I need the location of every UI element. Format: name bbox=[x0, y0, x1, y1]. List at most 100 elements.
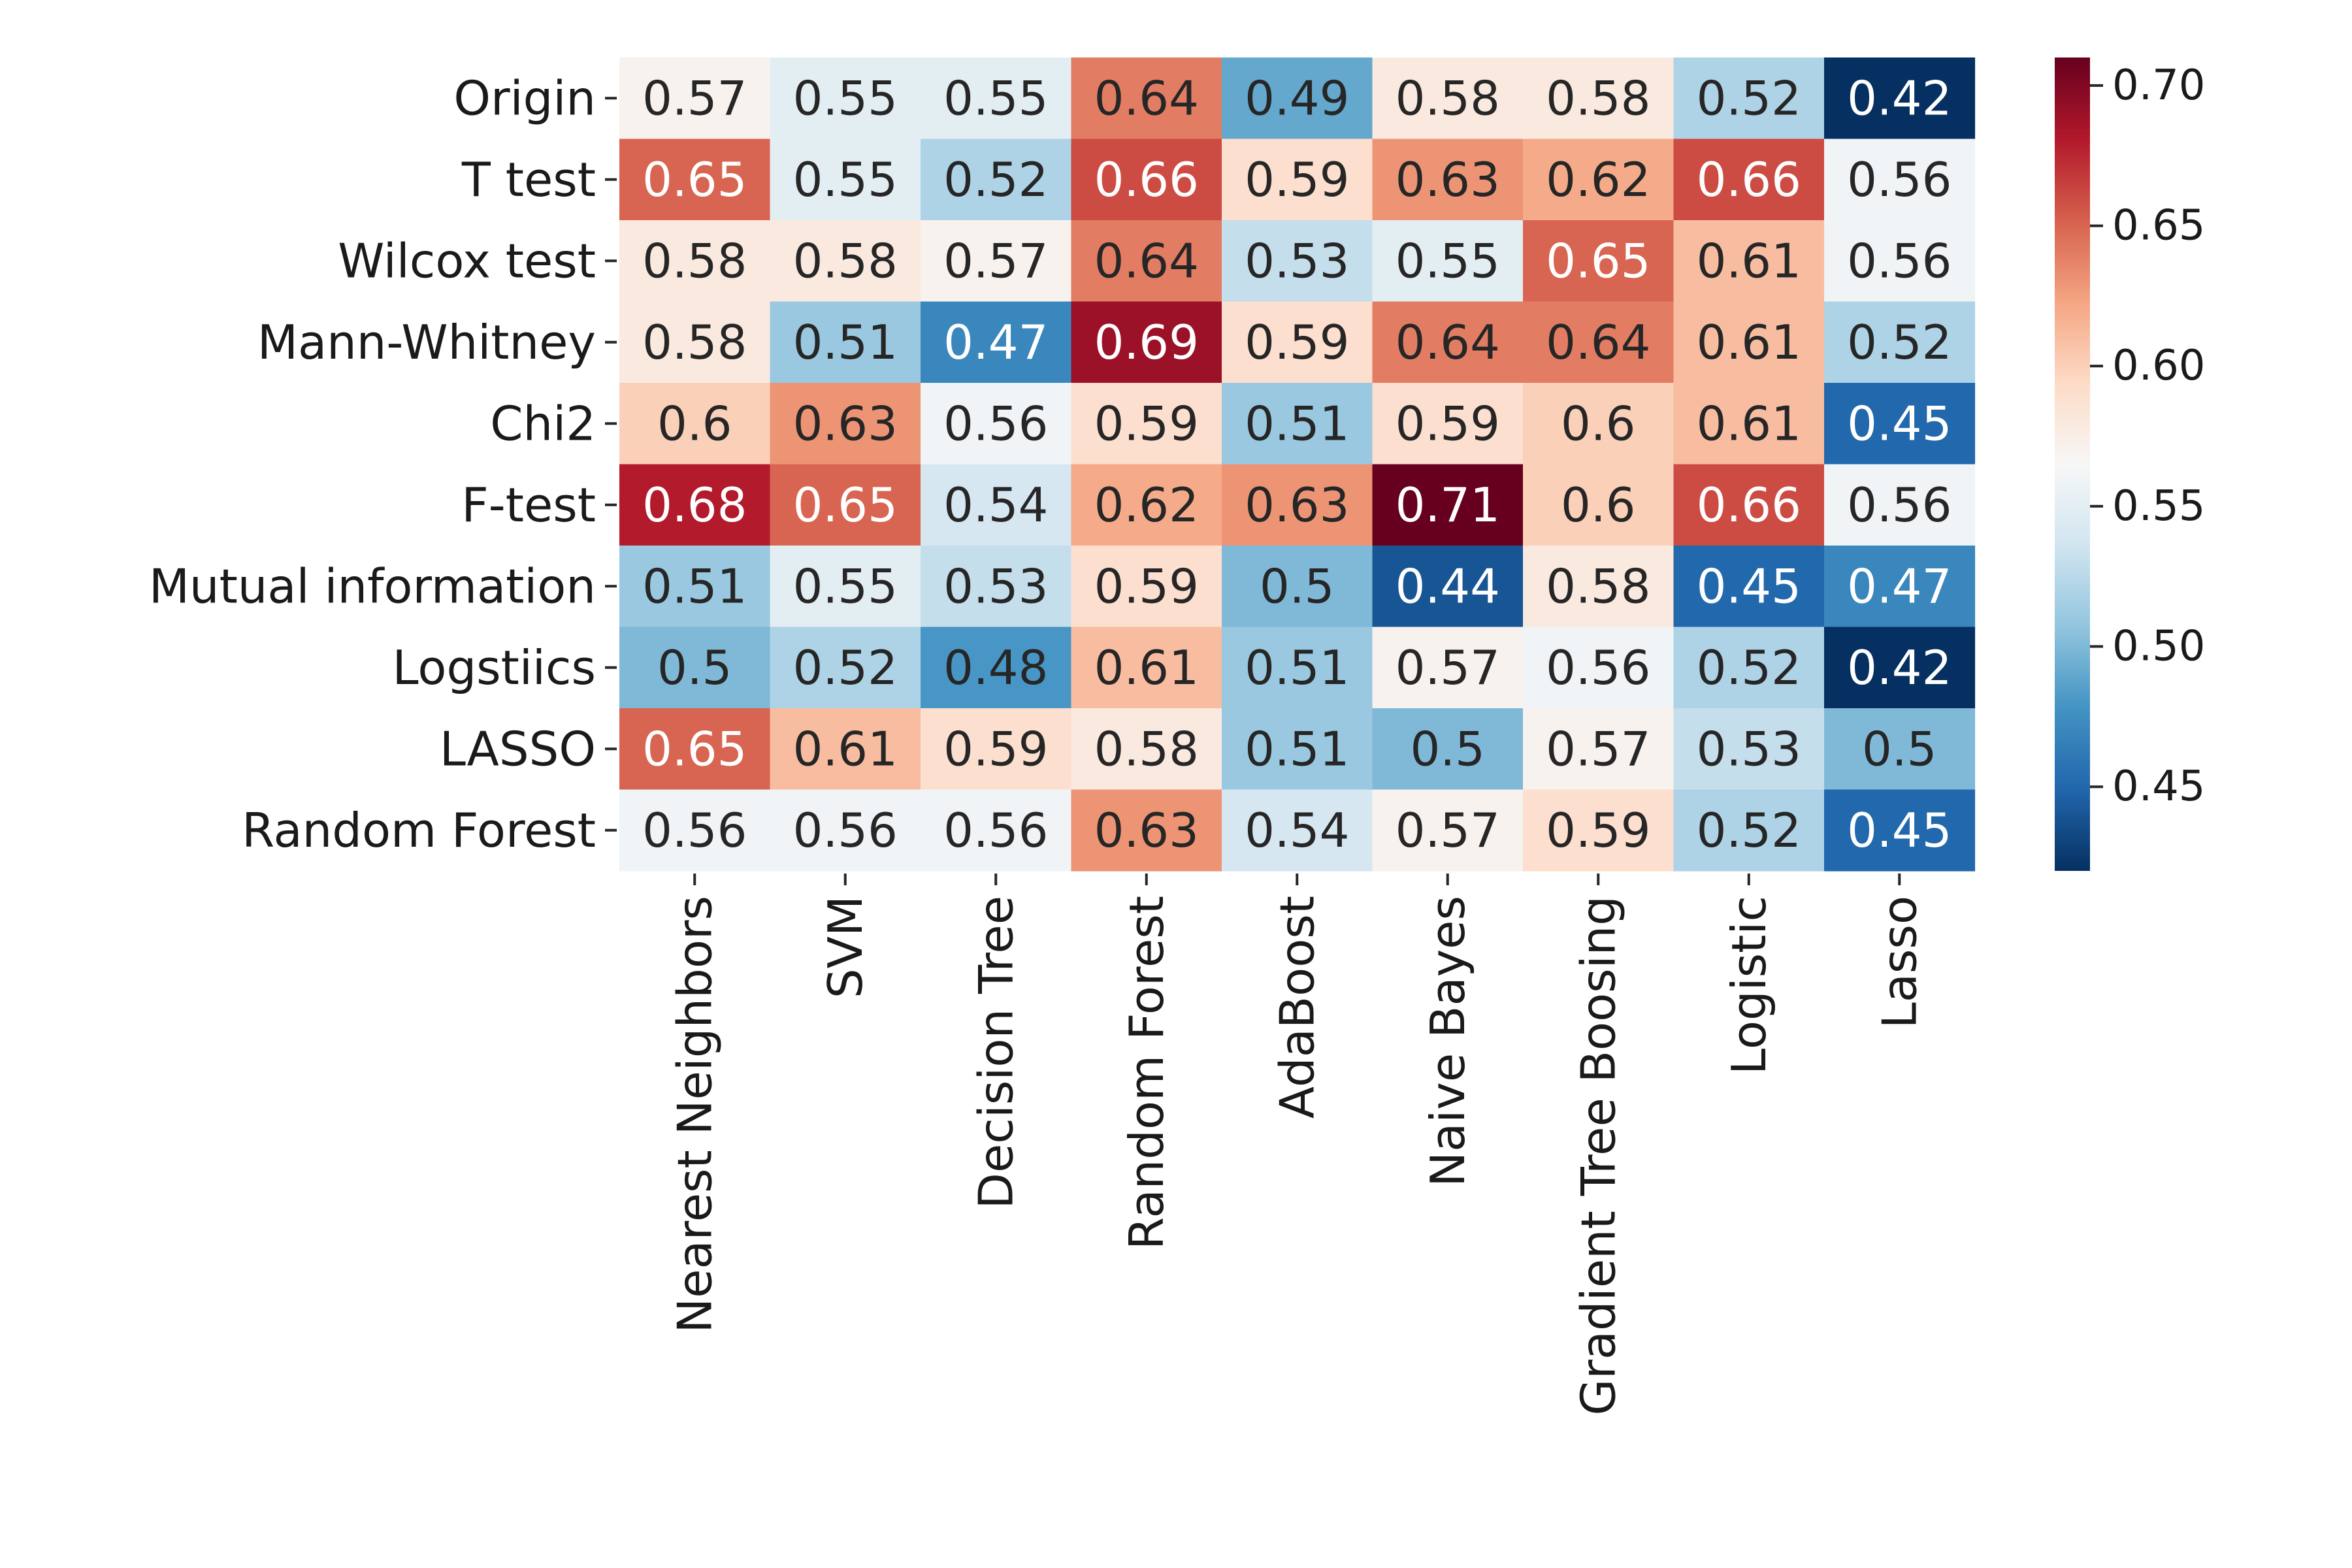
heatmap-cell bbox=[1523, 301, 1674, 384]
cell-value-label: 0.48 bbox=[943, 640, 1048, 695]
cell-value-label: 0.42 bbox=[1847, 71, 1952, 125]
y-tick-label-t-test: T test bbox=[461, 152, 596, 207]
cell-value-label: 0.55 bbox=[793, 559, 898, 613]
heatmap-cell bbox=[1222, 383, 1373, 465]
heatmap-cell bbox=[619, 464, 771, 546]
cell-value-label: 0.65 bbox=[793, 478, 898, 532]
heatmap-cell bbox=[770, 708, 921, 791]
cell-value-label: 0.63 bbox=[793, 396, 898, 451]
heatmap-cell bbox=[619, 546, 771, 628]
cell-value-label: 0.57 bbox=[642, 71, 747, 125]
cell-value-label: 0.64 bbox=[1094, 233, 1199, 288]
heatmap-cell bbox=[1071, 789, 1222, 872]
x-tick-label-lasso: Lasso bbox=[1872, 896, 1927, 1028]
cell-value-label: 0.57 bbox=[943, 233, 1048, 288]
heatmap-cell bbox=[1071, 627, 1222, 709]
heatmap-cell bbox=[1222, 627, 1373, 709]
heatmap-cell bbox=[1824, 546, 1976, 628]
heatmap-cell bbox=[1071, 139, 1222, 221]
cell-value-label: 0.51 bbox=[1245, 640, 1349, 695]
heatmap-cell bbox=[619, 789, 771, 872]
heatmap-cell bbox=[1222, 546, 1373, 628]
cell-value-label: 0.51 bbox=[793, 315, 898, 370]
heatmap-cell bbox=[1222, 708, 1373, 791]
heatmap-cell bbox=[1372, 708, 1524, 791]
cell-value-label: 0.58 bbox=[642, 233, 747, 288]
heatmap-cell bbox=[770, 301, 921, 384]
colorbar-tick-label: 0.55 bbox=[2112, 482, 2206, 531]
cell-value-label: 0.56 bbox=[1847, 152, 1952, 207]
heatmap-cell bbox=[1523, 139, 1674, 221]
cell-value-label: 0.51 bbox=[1245, 721, 1349, 776]
cell-value-label: 0.5 bbox=[1410, 721, 1485, 776]
x-tick-label-random-forest: Random Forest bbox=[1119, 896, 1174, 1250]
heatmap-cell bbox=[1523, 464, 1674, 546]
heatmap-cell bbox=[1523, 220, 1674, 302]
cell-value-label: 0.55 bbox=[943, 71, 1048, 125]
cell-value-label: 0.66 bbox=[1697, 152, 1801, 207]
heatmap-cell bbox=[1372, 220, 1524, 302]
cell-value-label: 0.65 bbox=[642, 721, 747, 776]
heatmap-cell bbox=[770, 139, 921, 221]
cell-value-label: 0.57 bbox=[1546, 721, 1650, 776]
cell-value-label: 0.57 bbox=[1396, 803, 1500, 858]
y-axis: Origin T test Wilcox test Mann-Whitney Chi2 F… bbox=[149, 71, 617, 858]
x-tick-label-decision-tree: Decision Tree bbox=[968, 896, 1023, 1209]
colorbar-tick-label: 0.45 bbox=[2112, 762, 2206, 811]
cell-value-label: 0.45 bbox=[1697, 559, 1801, 613]
heatmap-cell bbox=[1673, 220, 1825, 302]
heatmap-cell bbox=[770, 546, 921, 628]
cell-value-label: 0.56 bbox=[793, 803, 898, 858]
heatmap-cell bbox=[1372, 301, 1524, 384]
heatmap-cell bbox=[770, 57, 921, 140]
heatmap-cell bbox=[1372, 789, 1524, 872]
cell-value-label: 0.59 bbox=[1094, 396, 1199, 451]
cell-value-label: 0.58 bbox=[1546, 71, 1650, 125]
heatmap-cell bbox=[1824, 301, 1976, 384]
x-tick-label-gradient-tree-boosing: Gradient Tree Boosing bbox=[1571, 896, 1625, 1416]
cell-value-label: 0.52 bbox=[793, 640, 898, 695]
cell-value-label: 0.56 bbox=[1847, 478, 1952, 532]
heatmap-cell bbox=[1372, 57, 1524, 140]
cell-value-label: 0.58 bbox=[1546, 559, 1650, 613]
cell-value-label: 0.65 bbox=[1546, 233, 1650, 288]
cell-value-label: 0.55 bbox=[793, 152, 898, 207]
cell-value-label: 0.52 bbox=[1697, 640, 1801, 695]
cell-value-label: 0.6 bbox=[657, 396, 732, 451]
cell-value-label: 0.57 bbox=[1396, 640, 1500, 695]
heatmap-cell bbox=[1523, 708, 1674, 791]
heatmap-cell bbox=[921, 220, 1072, 302]
cell-value-label: 0.53 bbox=[1697, 721, 1801, 776]
x-axis: Nearest Neighbors SVM Decision Tree Random … bbox=[667, 874, 1927, 1416]
cell-value-label: 0.42 bbox=[1847, 640, 1952, 695]
cell-annotations: 0.57 0.55 0.55 0.64 0.49 0.58 0.58 0.52 0.42 0.65… bbox=[642, 71, 1952, 858]
cell-value-label: 0.65 bbox=[642, 152, 747, 207]
cell-value-label: 0.58 bbox=[1396, 71, 1500, 125]
heatmap-cell bbox=[1372, 139, 1524, 221]
heatmap-cell bbox=[619, 301, 771, 384]
heatmap-cell bbox=[770, 464, 921, 546]
heatmap-cell bbox=[1071, 57, 1222, 140]
cell-value-label: 0.61 bbox=[793, 721, 898, 776]
cell-value-label: 0.47 bbox=[1847, 559, 1952, 613]
heatmap-cell bbox=[1071, 464, 1222, 546]
cell-value-label: 0.52 bbox=[1847, 315, 1952, 370]
cell-value-label: 0.64 bbox=[1396, 315, 1500, 370]
cell-value-label: 0.59 bbox=[1094, 559, 1199, 613]
heatmap-cell bbox=[1222, 57, 1373, 140]
heatmap-cell bbox=[921, 464, 1072, 546]
cell-value-label: 0.52 bbox=[1697, 803, 1801, 858]
cell-value-label: 0.63 bbox=[1245, 478, 1349, 532]
heatmap-cell bbox=[1824, 464, 1976, 546]
cell-value-label: 0.49 bbox=[1245, 71, 1349, 125]
cell-value-label: 0.69 bbox=[1094, 315, 1199, 370]
cell-value-label: 0.64 bbox=[1094, 71, 1199, 125]
heatmap-cell bbox=[619, 139, 771, 221]
heatmap-cell bbox=[921, 139, 1072, 221]
x-tick-label-logistic: Logistic bbox=[1722, 896, 1776, 1075]
colorbar-gradient bbox=[2055, 57, 2090, 871]
cell-value-label: 0.61 bbox=[1697, 315, 1801, 370]
y-tick-label-mann-whitney: Mann-Whitney bbox=[257, 315, 596, 370]
heatmap-cell bbox=[619, 627, 771, 709]
